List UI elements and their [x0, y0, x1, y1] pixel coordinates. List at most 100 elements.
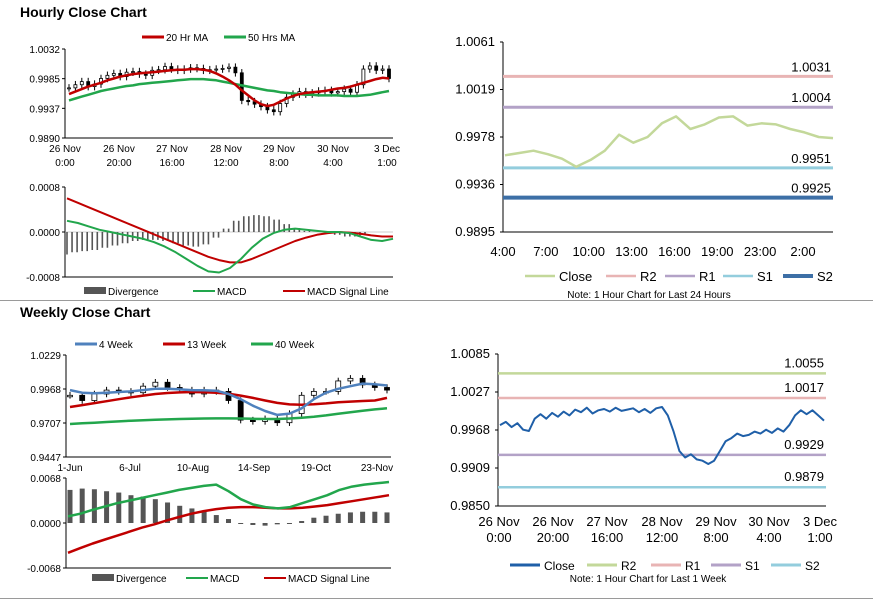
- hourly-candle-body: [105, 74, 110, 79]
- weekly-pivot-xtick-date: 27 Nov: [586, 514, 628, 529]
- weekly-pivot-legend-label: R2: [621, 559, 637, 573]
- weekly-divergence-bar: [213, 515, 219, 523]
- weekly-price-xtick-label: 14-Sep: [238, 463, 271, 474]
- hourly-ma20-legend-label: 20 Hr MA: [166, 33, 209, 44]
- weekly-divergence-bar: [299, 521, 305, 523]
- section-divider: [0, 300, 873, 301]
- hourly-candle-body: [278, 103, 283, 113]
- hourly-ma20-line: [68, 67, 390, 108]
- hourly-pivot-xtick-label: 4:00: [490, 244, 515, 259]
- hourly-macd-legend-label: MACD: [217, 287, 246, 298]
- hourly-macd-ytick-label: 0.0000: [29, 228, 60, 239]
- weekly-candle-body: [164, 381, 171, 388]
- hourly-price-xtick-time: 16:00: [159, 158, 184, 169]
- weekly-candle-body: [347, 377, 354, 382]
- weekly-candle-body: [79, 394, 86, 401]
- weekly-divergence-bar: [177, 505, 183, 523]
- weekly-price-xtick-label: 6-Jul: [119, 463, 141, 474]
- hourly-pivot-ytick-label: 0.9978: [455, 129, 495, 144]
- hourly-macd-ytick-label: -0.0008: [26, 273, 60, 284]
- weekly-pivot-ytick-label: 0.9968: [450, 422, 490, 437]
- weekly-candle-body: [249, 419, 256, 422]
- hourly-price-xtick-time: 0:00: [55, 158, 75, 169]
- hourly-price-xtick-date: 27 Nov: [156, 144, 188, 155]
- weekly-divergence-bar: [360, 511, 366, 523]
- weekly-candle-body: [335, 380, 342, 392]
- hourly-pivot-xtick-label: 13:00: [615, 244, 648, 259]
- hourly-pivot-ytick-label: 1.0019: [455, 82, 495, 97]
- weekly-price-xtick-label: 1-Jun: [57, 463, 82, 474]
- weekly-candle-body: [91, 393, 98, 401]
- hourly-pivot-xtick-label: 23:00: [744, 244, 777, 259]
- hourly-candle-body: [143, 73, 148, 76]
- weekly-candle-body: [310, 390, 317, 396]
- hourly-candle-body: [79, 81, 84, 86]
- weekly-divergence-bar: [347, 512, 353, 523]
- weekly-4wk-line: [69, 382, 388, 417]
- weekly-price-xtick-label: 23-Nov: [361, 463, 393, 474]
- hourly-price-ytick-label: 0.9985: [29, 75, 60, 86]
- hourly-pivot-legend-label: Close: [559, 269, 592, 284]
- weekly-13wk-legend-label: 13 Week: [187, 340, 227, 351]
- hourly-pivot-xtick-label: 19:00: [701, 244, 734, 259]
- weekly-pivot-ytick-label: 0.9909: [450, 460, 490, 475]
- hourly-pivot-legend-label: R2: [640, 269, 657, 284]
- weekly-candle-body: [384, 387, 390, 391]
- hourly-candle-body: [271, 109, 276, 113]
- weekly-pivot-ytick-label: 1.0085: [450, 346, 490, 361]
- hourly-candle-body: [374, 65, 379, 71]
- weekly-price-xtick-label: 19-Oct: [301, 463, 331, 474]
- weekly-pivot-ytick-label: 1.0027: [450, 384, 490, 399]
- hourly-candle-body: [169, 66, 174, 70]
- hourly-divergence-legend-swatch: [84, 287, 106, 294]
- hourly-price-ytick-label: 0.9937: [29, 104, 60, 115]
- weekly-divergence-bar: [311, 517, 317, 523]
- hourly-candle-body: [220, 68, 225, 70]
- hourly-divergence-legend-label: Divergence: [108, 287, 159, 298]
- weekly-divergence-bar: [335, 513, 341, 523]
- weekly-divergence-bar: [165, 502, 171, 523]
- weekly-candle-body: [67, 394, 73, 398]
- hourly-candle-body: [387, 68, 391, 79]
- hourly-price-ytick-label: 1.0032: [29, 45, 60, 56]
- weekly-macd-line: [67, 480, 390, 518]
- weekly-divergence-bar: [372, 511, 378, 523]
- hourly-candle-body: [367, 65, 372, 70]
- hourly-price-xtick-time: 1:00: [377, 158, 397, 169]
- hourly-price-xtick-date: 30 Nov: [317, 144, 349, 155]
- hourly-candle-body: [335, 91, 340, 94]
- weekly-price-xtick-label: 10-Aug: [177, 463, 209, 474]
- weekly-pivot-s2-label: 0.9879: [784, 469, 824, 484]
- hourly-price-xtick-date: 26 Nov: [103, 144, 135, 155]
- hourly-pivot-legend-label: S1: [757, 269, 773, 284]
- hourly-pivot-s2-label: 0.9925: [791, 181, 831, 196]
- hourly-price-xtick-date: 29 Nov: [263, 144, 295, 155]
- weekly-pivot-r2-label: 1.0055: [784, 355, 824, 370]
- hourly-candle-body: [361, 68, 366, 86]
- weekly-divergence-bar: [250, 523, 256, 525]
- hourly-pivot-s1-label: 0.9951: [791, 151, 831, 166]
- hourly-candle-body: [380, 68, 385, 71]
- hourly-price-xtick-date: 3 Dec: [374, 144, 400, 155]
- hourly-pivot-xtick-label: 7:00: [533, 244, 558, 259]
- weekly-pivot-xtick-time: 12:00: [646, 530, 679, 545]
- weekly-pivot-xtick-date: 26 Nov: [478, 514, 520, 529]
- weekly-macd-ytick-label: 0.0068: [30, 474, 61, 485]
- weekly-divergence-bar: [79, 488, 85, 523]
- weekly-divergence-legend-label: Divergence: [116, 574, 167, 585]
- weekly-pivot-xtick-time: 4:00: [756, 530, 781, 545]
- weekly-divergence-bar: [262, 523, 268, 526]
- weekly-pivot-note: Note: 1 Hour Chart for Last 1 Week: [570, 574, 728, 585]
- weekly-divergence-bar: [274, 523, 280, 525]
- weekly-40wk-legend-label: 40 Week: [275, 340, 315, 351]
- hourly-signal-line: [66, 197, 393, 264]
- hourly-candle-body: [227, 66, 231, 69]
- weekly-pivot-xtick-time: 0:00: [486, 530, 511, 545]
- weekly-signal-legend-label: MACD Signal Line: [288, 574, 370, 585]
- weekly-divergence-bar: [140, 496, 146, 523]
- hourly-candle-body: [342, 88, 347, 93]
- hourly-candle-body: [214, 68, 219, 71]
- weekly-section-title: Weekly Close Chart: [20, 304, 151, 320]
- weekly-pivot-legend-label: S1: [745, 559, 760, 573]
